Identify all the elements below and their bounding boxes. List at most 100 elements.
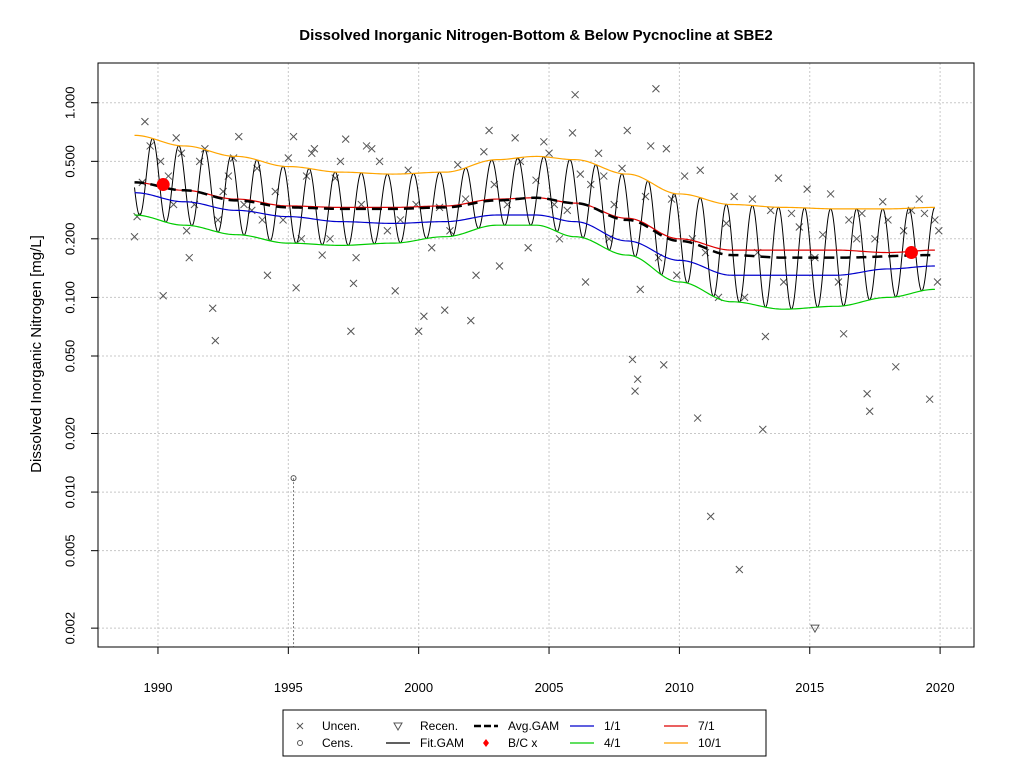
uncensored-point [761, 332, 770, 341]
uncensored-point [485, 126, 493, 135]
legend-bc-mark [483, 739, 489, 747]
uncensored-point [706, 512, 715, 521]
uncensored-point [826, 190, 835, 198]
uncensored-point [852, 234, 861, 243]
x-stroke [362, 142, 371, 150]
uncensored-point [341, 135, 350, 144]
uncensored-point [933, 278, 942, 286]
grid-lines [98, 63, 974, 647]
y-tick-label: 0.200 [63, 223, 78, 256]
x-stroke [229, 154, 238, 162]
x-stroke [826, 190, 835, 198]
uncensored-point [934, 226, 943, 235]
legend-label: Fit.GAM [420, 736, 464, 750]
x-stroke [839, 329, 848, 338]
uncensored-point [693, 414, 702, 422]
x-stroke [208, 304, 217, 313]
uncensored-point [920, 209, 929, 218]
uncensored-point [156, 157, 165, 166]
x-stroke [336, 157, 345, 166]
uncensored-point [263, 271, 272, 280]
bc-point [904, 246, 918, 260]
x-stroke [185, 253, 194, 262]
y-tick-label: 0.050 [63, 340, 78, 373]
legend-item: 1/1 [570, 719, 621, 733]
x-stroke [779, 278, 788, 286]
x-stroke [858, 209, 866, 218]
x-tick-label: 2010 [665, 680, 694, 695]
uncensored-point [516, 157, 525, 166]
x-stroke [289, 132, 298, 141]
x-stroke [623, 126, 632, 135]
x-stroke [706, 512, 715, 521]
y-tick-label: 0.005 [63, 534, 78, 567]
uncensored-point [211, 336, 220, 345]
x-stroke [141, 117, 149, 126]
recensored-point [810, 624, 820, 634]
uncensored-point [740, 293, 749, 302]
x-stroke [404, 166, 413, 175]
x-stroke [878, 197, 887, 206]
uncensored-point [164, 172, 173, 180]
uncensored-point [818, 230, 827, 239]
uncensored-point [169, 200, 178, 209]
x-stroke [568, 129, 577, 137]
legend-label: Recen. [420, 719, 458, 733]
uncensored-point [440, 306, 449, 315]
x-stroke [863, 389, 871, 398]
uncensored-point [318, 251, 327, 259]
uncensored-point [258, 216, 267, 224]
y-axis-label: Dissolved Inorganic Nitrogen [mg/L] [28, 235, 45, 473]
uncensored-point [234, 132, 243, 141]
uncensored-point [396, 216, 405, 224]
x-stroke [420, 312, 428, 321]
x-stroke [349, 279, 358, 288]
uncensored-point [766, 206, 775, 215]
uncensored-point [362, 142, 371, 150]
x-stroke [571, 90, 579, 99]
uncensored-point [858, 209, 866, 218]
x-stroke [735, 565, 744, 574]
x-stroke [633, 375, 642, 384]
x-stroke [672, 271, 681, 280]
y-tick-label: 1.000 [63, 86, 78, 119]
x-stroke [628, 355, 637, 364]
x-stroke [524, 243, 533, 252]
x-stroke [631, 387, 639, 395]
uncensored-point [571, 90, 579, 99]
uncensored-point [878, 197, 887, 206]
legend-item: 10/1 [664, 736, 722, 750]
uncensored-point [891, 362, 900, 371]
uncensored-point [427, 243, 436, 252]
uncensored-point [349, 279, 358, 288]
legend-label: Cens. [322, 736, 353, 750]
x-stroke [594, 149, 603, 158]
legend-item: Avg.GAM [474, 719, 559, 733]
uncensored-point [779, 278, 788, 286]
x-stroke [532, 176, 540, 185]
legend-triangle-mark [393, 722, 403, 732]
uncensored-point [208, 304, 217, 313]
x-axis: 1990 1995 2000 2005 2010 2015 2020 [144, 647, 955, 695]
x-stroke [899, 226, 908, 235]
uncensored-point [641, 192, 650, 201]
x-stroke [925, 395, 934, 404]
series-line-avg-gam [134, 181, 935, 259]
x-stroke [130, 232, 139, 241]
x-stroke [818, 230, 827, 239]
x-stroke [466, 316, 475, 325]
x-stroke [545, 149, 553, 158]
uncensored-point [539, 137, 548, 146]
x-stroke [495, 262, 504, 270]
uncensored-point [307, 149, 316, 158]
uncensored-point [472, 271, 480, 280]
x-stroke [367, 144, 376, 153]
uncensored-point [495, 262, 504, 270]
x-stroke [701, 248, 710, 257]
uncensored-point [367, 144, 376, 153]
x-stroke [284, 154, 293, 162]
x-tick-label: 2000 [404, 680, 433, 695]
uncensored-point [576, 170, 585, 178]
uncensored-point [646, 142, 655, 150]
x-stroke [164, 172, 173, 180]
